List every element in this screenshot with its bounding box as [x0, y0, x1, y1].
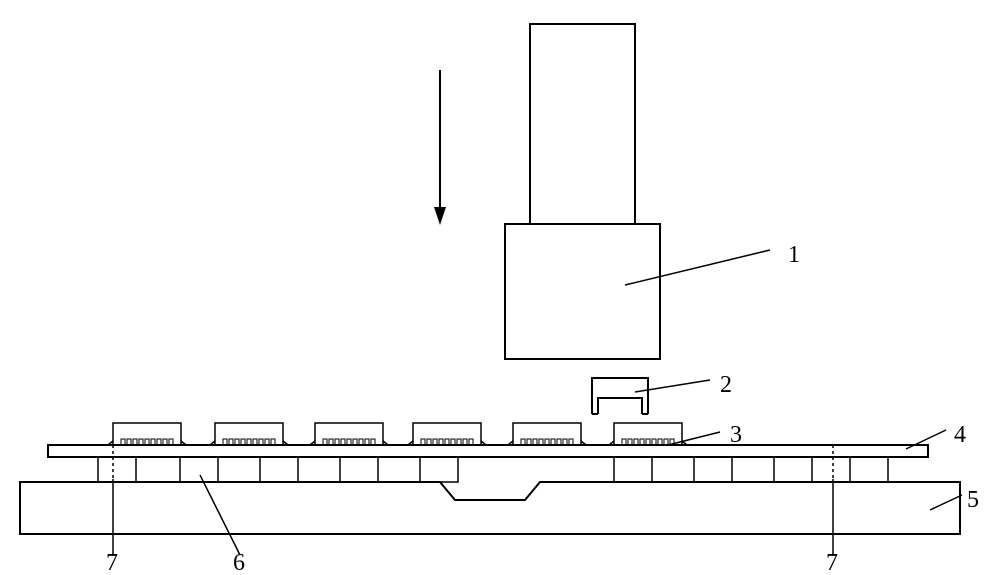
- support: [340, 457, 378, 482]
- nozzle-outer: [592, 378, 648, 414]
- label: 4: [954, 422, 966, 448]
- leader-line: [668, 432, 720, 445]
- support: [180, 457, 218, 482]
- label: 2: [720, 372, 732, 398]
- leader-line: [906, 430, 946, 449]
- leader-line: [930, 495, 962, 510]
- support: [98, 457, 136, 482]
- chip: [310, 423, 388, 445]
- chip: [408, 423, 486, 445]
- label: 6: [233, 550, 245, 575]
- leader-line: [625, 250, 770, 285]
- support: [420, 457, 458, 482]
- chip: [108, 423, 186, 445]
- schematic-svg: 1 2 3 4 5 7 6 7: [0, 0, 1000, 575]
- label: 7: [826, 550, 838, 575]
- leader-line: [635, 380, 710, 392]
- chip: [210, 423, 288, 445]
- label: 7: [106, 550, 118, 575]
- support: [260, 457, 298, 482]
- support: [774, 457, 812, 482]
- support: [850, 457, 888, 482]
- arrow-head: [434, 207, 446, 225]
- leader-line: [200, 475, 240, 555]
- press-upper: [530, 24, 635, 224]
- support: [694, 457, 732, 482]
- chip: [508, 423, 586, 445]
- label: 1: [788, 242, 800, 268]
- strip: [48, 445, 928, 457]
- chip: [609, 423, 687, 445]
- label: 5: [967, 487, 979, 513]
- support: [614, 457, 652, 482]
- base: [20, 482, 960, 534]
- nozzle-inner: [598, 398, 642, 414]
- label: 3: [730, 422, 742, 448]
- press-lower: [505, 224, 660, 359]
